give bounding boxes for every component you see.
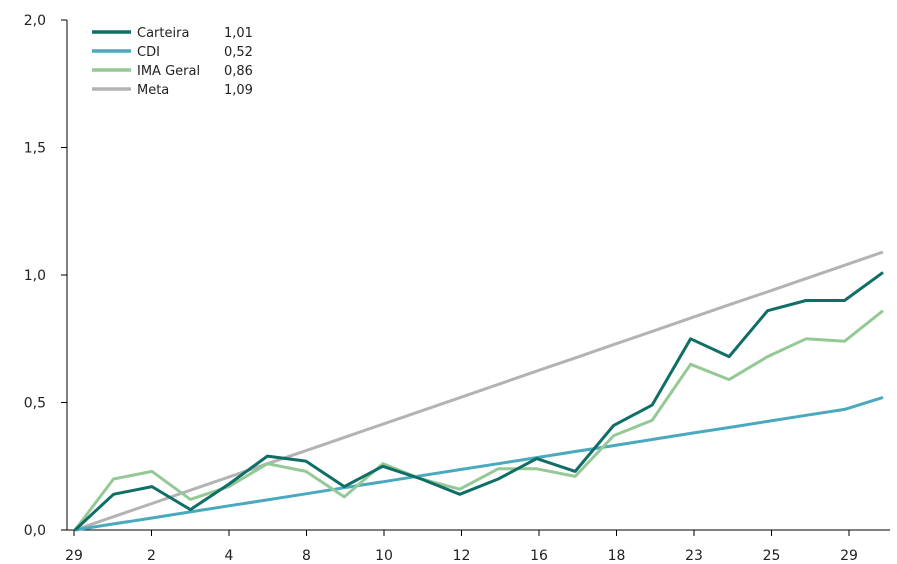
legend-value-ima-geral: 0,86	[224, 64, 253, 79]
y-tick-label: 2,0	[24, 13, 46, 29]
series-line-meta	[74, 250, 884, 532]
axes: 0,0 0,5 1,0 1,5 2,0 29 2 4 8 10 12 16 18 23 25 29	[24, 13, 890, 564]
x-tick-label: 8	[302, 548, 311, 564]
x-tick-label: 29	[840, 548, 858, 564]
legend-label-carteira: Carteira	[137, 26, 189, 41]
x-tick-label: 23	[685, 548, 703, 564]
x-tick-label: 2	[147, 548, 156, 564]
legend-label-cdi: CDI	[137, 45, 160, 60]
legend-value-meta: 1,09	[224, 83, 253, 98]
x-tick-label: 18	[608, 548, 626, 564]
x-tick-label: 10	[375, 548, 393, 564]
series-line-carteira	[73, 271, 884, 532]
x-tick-label: 25	[763, 548, 781, 564]
y-tick-label: 1,0	[24, 268, 46, 284]
x-tick-label: 16	[530, 548, 548, 564]
legend: Carteira 1,01 CDI 0,52 IMA Geral 0,86 Meta 1,09	[92, 26, 253, 98]
x-tick-label: 29	[65, 548, 83, 564]
legend-value-cdi: 0,52	[224, 45, 253, 60]
x-tick-label: 12	[453, 548, 471, 564]
series-line-cdi	[74, 395, 884, 532]
y-tick-label: 0,5	[24, 396, 46, 412]
y-tick-label: 0,0	[24, 523, 46, 539]
series-layer	[73, 250, 884, 532]
legend-label-meta: Meta	[137, 83, 169, 98]
x-tick-label: 4	[225, 548, 234, 564]
legend-value-carteira: 1,01	[224, 26, 253, 41]
y-tick-label: 1,5	[24, 141, 46, 157]
legend-label-ima-geral: IMA Geral	[137, 64, 200, 79]
series-line-ima-geral	[73, 309, 884, 531]
